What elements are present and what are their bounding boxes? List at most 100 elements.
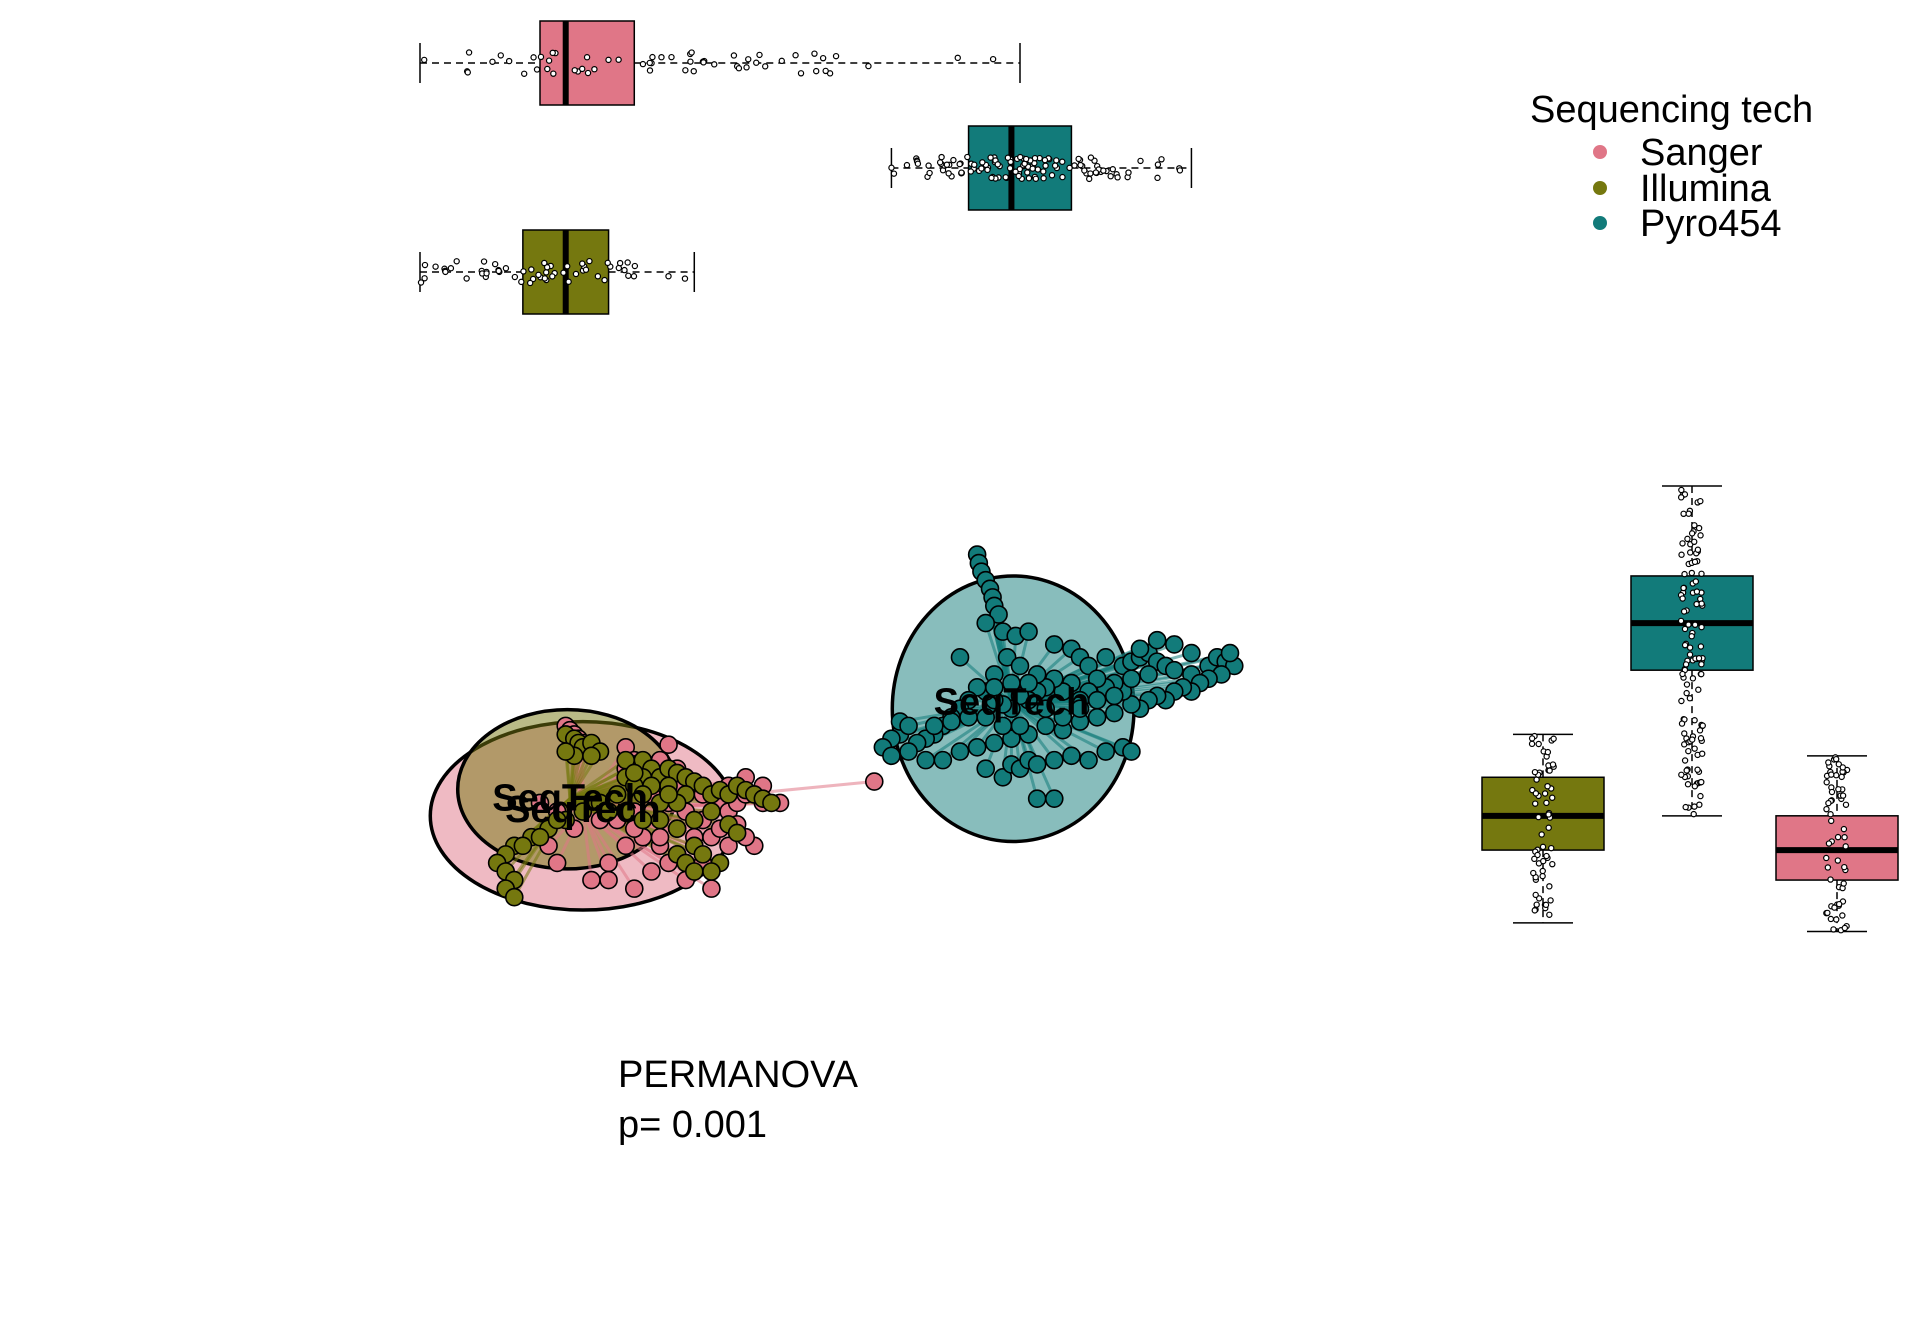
jitter-point-v-sanger — [1835, 761, 1842, 768]
point-pyro454 — [1053, 682, 1073, 701]
jitter-point-pyro454 — [1154, 174, 1161, 182]
jitter-point-pyro454 — [1137, 157, 1144, 165]
jitter-point-pyro454 — [1125, 169, 1132, 176]
jitter-point-sanger — [649, 53, 656, 61]
point-pyro454 — [984, 733, 1004, 753]
point-pyro454 — [1044, 789, 1064, 808]
jitter-point-pyro454 — [1040, 168, 1047, 175]
jitter-point-v-pyro454 — [1678, 486, 1685, 494]
jitter-point-v-pyro454 — [1681, 641, 1689, 649]
point-pyro454 — [1182, 643, 1201, 663]
jitter-point-v-pyro454 — [1698, 670, 1705, 678]
jitter-point-v-sanger — [1842, 843, 1849, 850]
jitter-point-sanger — [497, 52, 504, 59]
jitter-point-illumina — [502, 265, 510, 272]
jitter-point-pyro454 — [1075, 155, 1082, 163]
jitter-point-v-illumina — [1539, 867, 1546, 875]
jitter-point-v-pyro454 — [1678, 551, 1685, 558]
jitter-point-v-pyro454 — [1677, 617, 1685, 625]
jitter-point-v-pyro454 — [1677, 494, 1685, 501]
point-illumina — [573, 802, 593, 821]
jitter-point-pyro454 — [988, 174, 995, 182]
jitter-point-v-pyro454 — [1698, 750, 1706, 757]
jitter-point-v-sanger — [1838, 773, 1845, 781]
jitter-point-pyro454 — [1017, 153, 1024, 161]
jitter-point-illumina — [625, 272, 632, 279]
jitter-point-pyro454 — [987, 154, 994, 161]
point-sanger — [616, 836, 636, 856]
jitter-point-v-illumina — [1531, 907, 1538, 914]
permanova-annotation: PERMANOVA p= 0.001 — [618, 1054, 859, 1146]
jitter-point-pyro454 — [979, 159, 986, 166]
legend-marker-illumina — [1593, 181, 1607, 195]
point-sanger — [719, 836, 738, 856]
jitter-point-pyro454 — [1025, 175, 1033, 182]
jitter-point-pyro454 — [1006, 165, 1014, 172]
jitter-point-pyro454 — [1002, 174, 1009, 181]
jitter-point-illumina — [560, 269, 567, 276]
jitter-point-pyro454 — [1040, 175, 1047, 182]
jitter-point-v-sanger — [1831, 904, 1838, 911]
jitter-point-v-pyro454 — [1685, 747, 1692, 755]
jitter-point-sanger — [639, 60, 647, 68]
jitter-point-illumina — [518, 278, 525, 286]
jitter-point-v-illumina — [1539, 872, 1546, 880]
jitter-point-pyro454 — [994, 161, 1001, 168]
point-illumina — [513, 836, 533, 856]
point-pyro454 — [916, 750, 936, 770]
jitter-point-illumina — [535, 271, 542, 279]
jitter-point-sanger — [646, 67, 654, 74]
jitter-point-sanger — [832, 52, 840, 60]
jitter-point-illumina — [604, 259, 611, 267]
jitter-point-v-illumina — [1540, 857, 1547, 865]
point-pyro454 — [1002, 729, 1021, 749]
jitter-point-pyro454 — [1154, 161, 1162, 168]
jitter-point-sanger — [544, 65, 551, 73]
jitter-point-pyro454 — [1100, 167, 1107, 174]
jitter-point-v-pyro454 — [1687, 549, 1694, 556]
top-marginal-boxplots — [417, 20, 1193, 315]
point-pyro454 — [1010, 656, 1030, 676]
jitter-point-illumina — [417, 279, 425, 286]
jitter-point-v-sanger — [1839, 764, 1846, 771]
point-illumina — [727, 823, 747, 843]
jitter-point-v-pyro454 — [1691, 745, 1698, 752]
jitter-point-sanger — [690, 67, 697, 75]
jitter-point-v-illumina — [1539, 843, 1547, 851]
jitter-point-illumina — [621, 266, 628, 274]
point-illumina — [762, 793, 781, 813]
jitter-point-v-pyro454 — [1682, 661, 1690, 668]
point-pyro454 — [1027, 755, 1047, 774]
box-sanger — [539, 20, 636, 106]
jitter-point-sanger — [421, 56, 428, 64]
jitter-point-v-illumina — [1546, 883, 1553, 890]
jitter-point-v-illumina — [1533, 901, 1540, 908]
jitter-point-pyro454 — [938, 153, 945, 161]
jitter-point-v-pyro454 — [1685, 621, 1692, 628]
jitter-point-v-sanger — [1840, 880, 1847, 887]
jitter-point-v-pyro454 — [1680, 510, 1687, 518]
jitter-point-v-sanger — [1839, 912, 1846, 919]
point-pyro454 — [1053, 707, 1073, 727]
jitter-point-sanger — [687, 58, 694, 65]
jitter-point-sanger — [812, 67, 820, 75]
point-pyro454 — [1096, 742, 1116, 761]
jitter-point-sanger — [584, 69, 592, 77]
point-pyro454 — [924, 716, 944, 736]
jitter-point-v-sanger — [1841, 834, 1848, 841]
point-sanger — [547, 853, 567, 873]
jitter-point-sanger — [797, 70, 805, 77]
jitter-point-v-pyro454 — [1692, 578, 1700, 585]
jitter-point-sanger — [762, 63, 769, 70]
jitter-point-v-sanger — [1841, 863, 1848, 871]
jitter-point-v-pyro454 — [1684, 535, 1691, 543]
jitter-point-v-pyro454 — [1696, 727, 1704, 734]
jitter-point-sanger — [464, 69, 471, 76]
scatter-points — [487, 545, 1244, 907]
jitter-point-sanger — [550, 70, 557, 77]
jitter-point-v-pyro454 — [1695, 686, 1702, 693]
jitter-point-v-pyro454 — [1689, 675, 1697, 682]
jitter-point-illumina — [541, 275, 549, 282]
jitter-point-pyro454 — [1042, 162, 1049, 169]
